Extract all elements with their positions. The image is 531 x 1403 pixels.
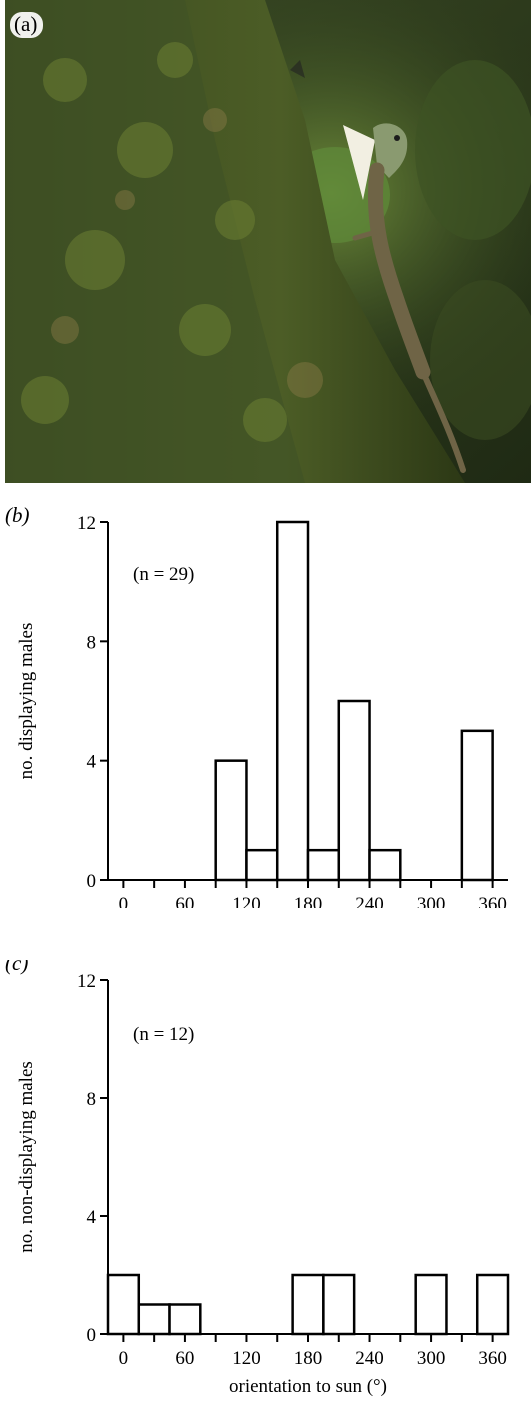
histogram-bar (137, 1303, 171, 1336)
sample-size-annotation: (n = 29) (133, 564, 194, 585)
histogram-bar (460, 729, 494, 882)
histogram-bar (368, 848, 402, 882)
panel-label: (c) (5, 960, 28, 975)
x-tick-label: 120 (232, 894, 261, 908)
sample-size-annotation: (n = 12) (133, 1024, 194, 1045)
histogram-bar (414, 1273, 448, 1336)
y-tick-label: 8 (87, 632, 97, 653)
histogram-bar (337, 699, 371, 882)
y-axis-label: no. non-displaying males (16, 1061, 37, 1253)
photo-illustration (5, 0, 531, 483)
x-tick-label: 60 (175, 894, 194, 908)
panel-a-label: (a) (10, 12, 44, 38)
x-tick-label: 240 (355, 894, 384, 908)
histogram-bar (475, 1273, 510, 1336)
x-axis-label: orientation to sun (°) (229, 1376, 387, 1397)
lizard-figure (343, 123, 466, 473)
y-tick-label: 4 (87, 1207, 97, 1228)
y-tick-label: 4 (87, 752, 97, 773)
y-tick-label: 8 (87, 1089, 97, 1110)
histogram-bar (245, 848, 279, 882)
y-tick-label: 0 (87, 1325, 97, 1346)
histogram-bar (106, 1273, 141, 1336)
lizard-photo (5, 0, 531, 483)
x-tick-label: 180 (294, 1348, 323, 1369)
x-tick-label: 0 (119, 1348, 129, 1369)
chart-panel-c: 0 4 8 12 0 60 120 180 240 300 360 (c) (n = 12) no. no… (0, 960, 531, 1403)
x-tick-label: 180 (294, 894, 323, 908)
y-tick-label: 12 (77, 513, 96, 534)
chart-panel-b: 0 4 8 12 0 60 120 180 240 300 360 (b) (n = 29) no. di… (0, 488, 531, 908)
y-tick-label: 0 (87, 871, 97, 892)
x-tick-label: 300 (417, 894, 446, 908)
histogram-bar (168, 1303, 202, 1336)
x-tick-label: 300 (417, 1348, 446, 1369)
x-tick-label: 120 (232, 1348, 261, 1369)
panel-label: (b) (5, 503, 30, 527)
histogram-bar (275, 520, 310, 882)
x-tick-label: 360 (478, 894, 507, 908)
y-axis-label: no. displaying males (16, 623, 37, 780)
histogram-bar (322, 1273, 356, 1336)
x-tick-label: 60 (175, 1348, 194, 1369)
y-tick-label: 12 (77, 971, 96, 992)
x-tick-label: 360 (478, 1348, 507, 1369)
histogram-bar (306, 848, 341, 882)
histogram-bar (214, 759, 248, 882)
x-tick-label: 240 (355, 1348, 384, 1369)
histogram-bar (291, 1273, 325, 1336)
x-tick-label: 0 (119, 894, 129, 908)
